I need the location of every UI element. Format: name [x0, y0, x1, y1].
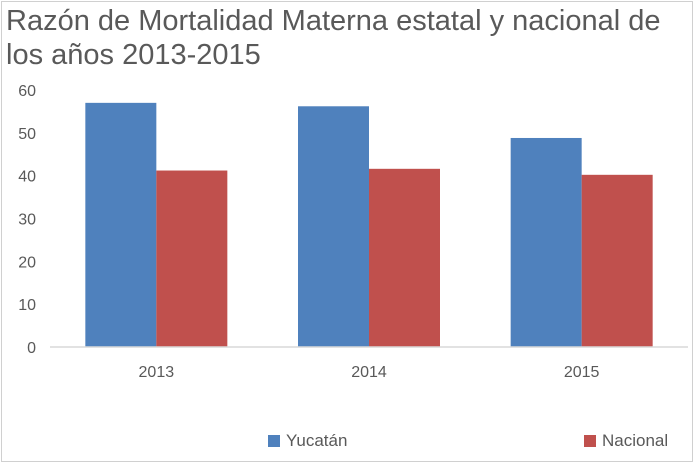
- y-tick-label-0: 0: [27, 340, 36, 357]
- y-tick-label-30: 30: [18, 212, 36, 229]
- bar-yucatan-2014: [298, 106, 369, 347]
- x-tick-label-2015: 2015: [564, 364, 600, 381]
- y-tick-label-10: 10: [18, 297, 36, 314]
- chart-title: Razón de Mortalidad Materna estatal y na…: [6, 5, 661, 71]
- x-tick-label-2013: 2013: [139, 364, 175, 381]
- bar-yucatan-2013: [85, 102, 157, 347]
- legend-swatch-yucatan: [268, 435, 280, 447]
- legend-swatch-nacional: [584, 435, 596, 447]
- y-tick-label-60: 60: [18, 83, 36, 100]
- bar-nacional-2015: [581, 174, 653, 347]
- legend-label-yucatan: Yucatán: [286, 431, 348, 450]
- bar-yucatan-2015: [510, 137, 582, 347]
- y-axis-labels: 0 10 20 30 40 50 60: [18, 83, 36, 357]
- legend: Yucatán Nacional: [0, 431, 696, 455]
- legend-label-nacional: Nacional: [602, 431, 669, 450]
- y-tick-label-40: 40: [18, 169, 36, 186]
- x-tick-label-2014: 2014: [351, 364, 387, 381]
- bar-nacional-2014: [369, 168, 440, 347]
- bars: [85, 102, 653, 347]
- x-axis-labels: 2013 2014 2015: [139, 364, 600, 381]
- y-tick-label-20: 20: [18, 254, 36, 271]
- legend-item-yucatan: Yucatán: [268, 431, 347, 451]
- bar-nacional-2013: [156, 170, 228, 347]
- y-tick-label-50: 50: [18, 126, 36, 143]
- legend-item-nacional: Nacional: [584, 431, 668, 451]
